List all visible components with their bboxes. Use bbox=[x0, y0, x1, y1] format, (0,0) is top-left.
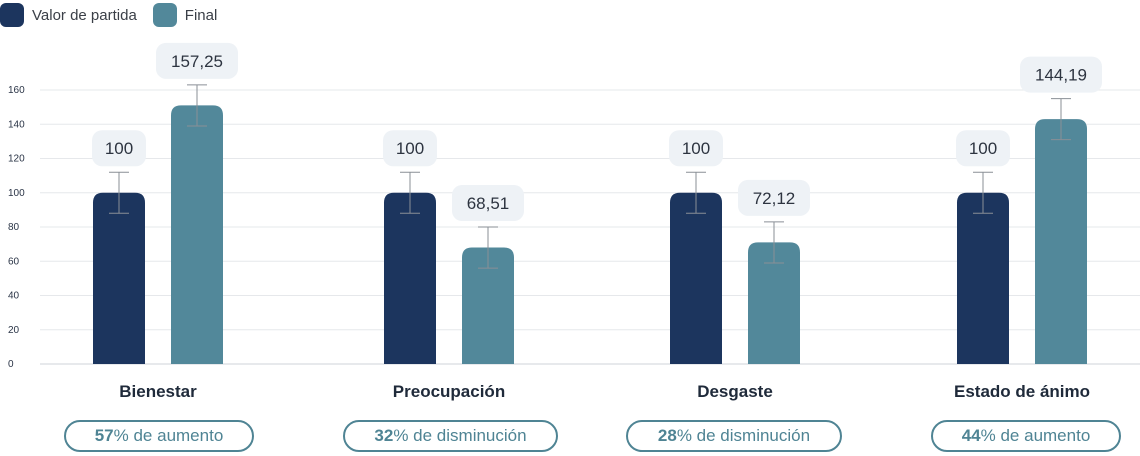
x-tick-label: Bienestar bbox=[119, 382, 197, 401]
data-label: 68,51 bbox=[467, 194, 510, 213]
data-label: 100 bbox=[396, 139, 424, 158]
legend-swatch-final bbox=[152, 3, 177, 27]
data-label-bg bbox=[669, 130, 723, 167]
y-tick-label: 80 bbox=[8, 222, 20, 233]
data-label: 100 bbox=[969, 139, 997, 158]
x-tick-label: Desgaste bbox=[697, 382, 773, 401]
summary-text: % de aumento bbox=[113, 426, 224, 445]
y-tick-label: 140 bbox=[8, 119, 25, 130]
data-label: 100 bbox=[105, 139, 133, 158]
legend-label-final: Final bbox=[184, 6, 218, 24]
bar bbox=[171, 105, 223, 364]
bar bbox=[384, 192, 436, 364]
summary-bold: 28 bbox=[657, 426, 677, 445]
x-tick-label: Estado de ánimo bbox=[954, 382, 1090, 401]
data-label-bg bbox=[452, 185, 524, 221]
bar bbox=[93, 192, 145, 364]
data-label-bg bbox=[92, 130, 146, 167]
legend-label-valor-de-partida: Valor de partida bbox=[32, 6, 137, 24]
bar bbox=[462, 247, 514, 364]
bar bbox=[957, 192, 1009, 364]
y-tick-label: 60 bbox=[8, 256, 20, 267]
chart-legend: Valor de partida Final bbox=[0, 3, 233, 27]
summary-bold: 57 bbox=[94, 426, 114, 445]
summary-text: % de disminución bbox=[676, 426, 811, 445]
bar bbox=[1035, 119, 1087, 364]
data-label-bg bbox=[956, 130, 1010, 167]
summary-badge-bienestar: 57% de aumento bbox=[64, 420, 254, 452]
data-label-bg bbox=[738, 179, 810, 216]
data-label-bg bbox=[383, 130, 437, 167]
summary-bold: 32 bbox=[374, 426, 394, 445]
y-tick-label: 20 bbox=[8, 325, 20, 336]
summary-badge-preocupacion: 32% de disminución bbox=[343, 420, 558, 452]
bar bbox=[748, 242, 800, 364]
y-tick-label: 120 bbox=[8, 154, 25, 165]
bar bbox=[670, 192, 722, 364]
y-tick-label: 100 bbox=[8, 188, 25, 199]
data-label-bg bbox=[1020, 56, 1102, 93]
data-label: 144,19 bbox=[1035, 66, 1087, 85]
summary-badge-estado-de-animo: 44% de aumento bbox=[931, 420, 1121, 452]
legend-item-valor-de-partida: Valor de partida bbox=[0, 3, 137, 27]
summary-text: % de disminución bbox=[393, 426, 527, 445]
summary-text: % de aumento bbox=[980, 426, 1091, 445]
data-label: 100 bbox=[682, 139, 710, 158]
data-label: 72,12 bbox=[753, 189, 796, 208]
legend-swatch-valor-de-partida bbox=[0, 3, 24, 27]
summary-badge-desgaste: 28% de disminución bbox=[626, 420, 842, 452]
y-tick-label: 160 bbox=[8, 85, 25, 96]
x-tick-label: Preocupación bbox=[393, 382, 505, 401]
legend-item-final: Final bbox=[152, 3, 218, 27]
y-tick-label: 40 bbox=[8, 291, 20, 302]
data-label: 157,25 bbox=[171, 52, 223, 71]
summary-bold: 44 bbox=[961, 426, 981, 445]
data-label-bg bbox=[156, 42, 238, 79]
y-tick-label: 0 bbox=[8, 359, 14, 370]
